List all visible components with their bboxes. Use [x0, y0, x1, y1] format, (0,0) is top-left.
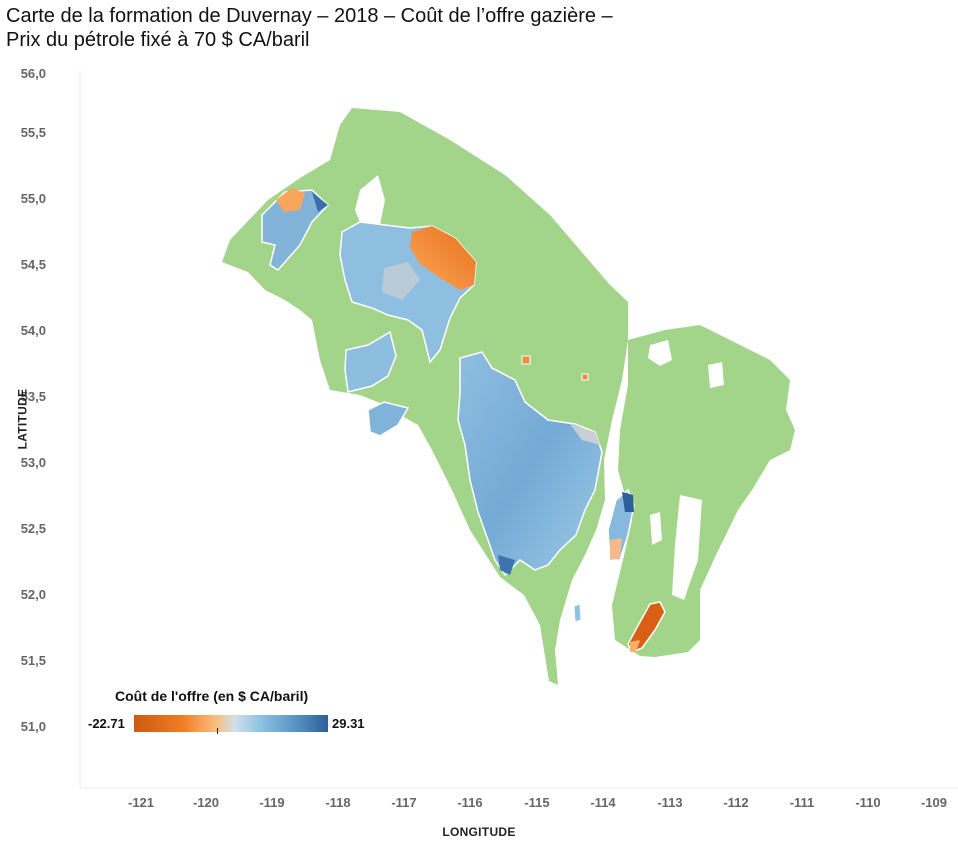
y-tick-label: 54,0: [20, 323, 46, 338]
legend-max-value: 29.31: [332, 716, 365, 731]
x-tick-label: -115: [524, 795, 550, 810]
map-title-line-1: Carte de la formation de Duvernay – 2018…: [6, 5, 613, 27]
legend-title: Coût de l'offre (en $ CA/baril): [115, 688, 309, 704]
x-tick-label: -118: [325, 795, 351, 810]
x-tick-label: -114: [590, 795, 616, 810]
y-tick-label: 52,0: [20, 587, 46, 602]
legend-color-ramp: [134, 715, 328, 732]
x-tick-label: -119: [259, 795, 285, 810]
y-tick-label: 56,0: [20, 66, 46, 81]
y-axis-title: LATITUDE: [15, 388, 30, 450]
map-title-line-2: Prix du pétrole fixé à 70 $ CA/baril: [6, 29, 310, 51]
y-tick-label: 54,5: [20, 257, 46, 272]
legend-midpoint-tick: [217, 728, 218, 734]
extent-gaps: [355, 175, 724, 600]
x-tick-label: -112: [723, 795, 749, 810]
y-tick-label: 52,5: [20, 521, 46, 536]
x-tick-label: -111: [789, 795, 815, 810]
y-tick-label: 55,5: [20, 125, 46, 140]
x-tick-label: -116: [457, 795, 483, 810]
x-tick-label: -120: [192, 795, 220, 810]
x-tick-label: -110: [855, 795, 881, 810]
y-tick-label: 51,0: [20, 719, 46, 734]
y-tick-label: 53,0: [20, 455, 46, 470]
legend-min-value: -22.71: [88, 716, 125, 731]
x-tick-label: -121: [127, 795, 155, 810]
x-tick-label: -109: [920, 795, 948, 810]
map-title: Carte de la formation de Duvernay – 2018…: [6, 4, 613, 52]
x-axis-title: LONGITUDE: [442, 825, 516, 839]
y-tick-label: 55,0: [20, 191, 46, 206]
x-tick-label: -117: [391, 795, 417, 810]
x-tick-label: -113: [657, 795, 683, 810]
cost-of-supply-areas: [261, 188, 666, 653]
y-tick-label: 51,5: [20, 653, 46, 668]
y-tick-label: 53,5: [20, 389, 46, 404]
